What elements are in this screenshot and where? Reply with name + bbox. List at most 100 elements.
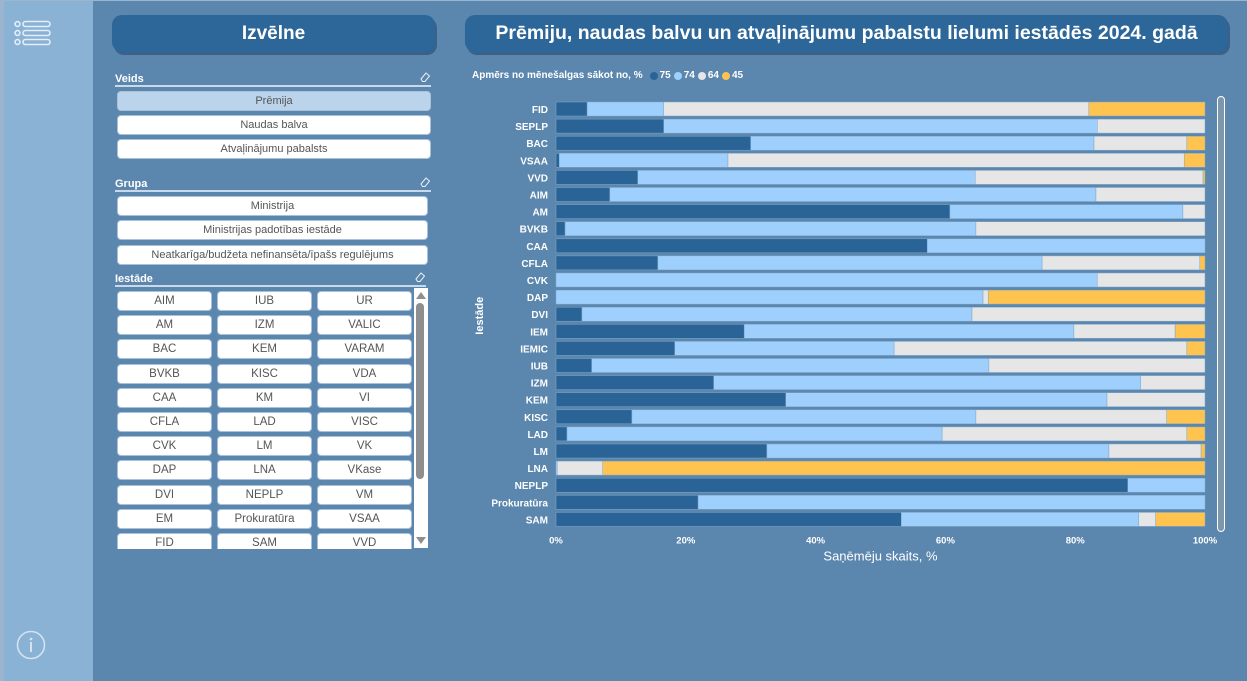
grupa-option-neatkariga[interactable]: Neatkarīga/budžeta nefinansēta/īpašs reg… <box>117 245 428 265</box>
iestade-option[interactable]: SAM <box>217 533 312 549</box>
grupa-option-padotibas-iestade[interactable]: Ministrijas padotības iestāde <box>117 220 428 240</box>
bar-segment-75[interactable] <box>555 375 714 390</box>
bar-segment-45[interactable] <box>1186 426 1206 442</box>
iestade-option[interactable]: VALIC <box>317 315 412 336</box>
iestade-option[interactable]: CVK <box>117 436 212 457</box>
bar-segment-75[interactable] <box>555 118 664 134</box>
bar-segment-64[interactable] <box>1097 272 1206 288</box>
bar-segment-74[interactable] <box>766 443 1110 459</box>
bar-segment-74[interactable] <box>713 375 1141 390</box>
grupa-option-ministrija[interactable]: Ministrija <box>117 196 428 216</box>
bar-segment-64[interactable] <box>975 170 1204 185</box>
bar-segment-74[interactable] <box>926 238 1206 254</box>
bar-segment-74[interactable] <box>697 495 1206 510</box>
bar-segment-74[interactable] <box>1127 477 1206 493</box>
bar-segment-64[interactable] <box>557 460 603 476</box>
bar-segment-74[interactable] <box>637 170 976 185</box>
eraser-icon[interactable] <box>414 271 426 283</box>
bar-segment-75[interactable] <box>555 392 786 407</box>
bar-segment-45[interactable] <box>1186 135 1206 151</box>
bar-segment-75[interactable] <box>555 153 560 168</box>
iestade-option[interactable]: VDA <box>317 363 412 384</box>
bar-segment-45[interactable] <box>1088 101 1206 117</box>
bar-segment-45[interactable] <box>1199 255 1206 271</box>
bar-segment-75[interactable] <box>555 341 676 356</box>
iestade-option[interactable]: FID <box>117 533 212 549</box>
bar-segment-74[interactable] <box>581 306 973 322</box>
iestade-option[interactable]: AIM <box>117 291 212 311</box>
bar-segment-45[interactable] <box>1155 512 1206 527</box>
iestade-option[interactable]: VI <box>317 387 412 408</box>
iestade-option[interactable]: KISC <box>217 363 312 384</box>
bar-segment-64[interactable] <box>975 409 1167 425</box>
menu-list-icon[interactable] <box>14 20 52 46</box>
bar-segment-64[interactable] <box>1138 512 1156 527</box>
scroll-up-arrow-icon[interactable] <box>416 292 426 299</box>
iestade-option[interactable]: BAC <box>117 339 212 360</box>
bar-segment-64[interactable] <box>1073 324 1176 339</box>
veids-option-premija[interactable]: Prēmija <box>117 91 431 111</box>
bar-segment-45[interactable] <box>1174 324 1206 339</box>
bar-segment-64[interactable] <box>941 426 1188 442</box>
bar-segment-75[interactable] <box>555 255 659 271</box>
bar-segment-45[interactable] <box>1200 443 1206 459</box>
bar-segment-45[interactable] <box>987 289 1206 305</box>
bar-segment-75[interactable] <box>555 443 768 459</box>
bar-segment-64[interactable] <box>1093 135 1188 151</box>
bar-segment-75[interactable] <box>555 135 751 151</box>
iestade-option[interactable]: BVKB <box>117 363 212 384</box>
bar-segment-64[interactable] <box>1095 187 1206 202</box>
bar-segment-74[interactable] <box>558 153 729 168</box>
iestade-option[interactable]: UR <box>317 291 412 311</box>
bar-segment-64[interactable] <box>1182 204 1206 219</box>
iestade-option[interactable]: IZM <box>217 315 312 336</box>
bar-segment-74[interactable] <box>674 341 895 356</box>
bar-segment-75[interactable] <box>555 170 639 185</box>
bar-segment-64[interactable] <box>1041 255 1201 271</box>
bar-segment-74[interactable] <box>750 135 1095 151</box>
bar-segment-75[interactable] <box>555 101 588 117</box>
iestade-option[interactable]: CFLA <box>117 412 212 432</box>
legend-item[interactable]: 45 <box>722 70 743 81</box>
bar-segment-75[interactable] <box>555 358 592 373</box>
legend-item[interactable]: 75 <box>649 70 671 81</box>
bar-segment-74[interactable] <box>591 358 990 373</box>
veids-option-naudas-balva[interactable]: Naudas balva <box>117 115 431 135</box>
bar-segment-74[interactable] <box>785 392 1108 407</box>
bar-segment-74[interactable] <box>949 204 1184 219</box>
info-icon[interactable] <box>16 630 46 660</box>
bar-segment-64[interactable] <box>988 358 1206 373</box>
eraser-icon[interactable] <box>419 71 431 83</box>
iestade-option[interactable]: LNA <box>217 460 312 481</box>
bar-segment-45[interactable] <box>1186 341 1206 356</box>
iestade-option[interactable]: EM <box>117 508 212 529</box>
iestade-option[interactable]: VISC <box>317 412 412 432</box>
bar-segment-45[interactable] <box>1166 409 1206 425</box>
legend-item[interactable]: 74 <box>673 70 695 81</box>
iestade-option[interactable]: VSAA <box>317 508 412 529</box>
bar-segment-64[interactable] <box>1106 392 1206 407</box>
scroll-down-arrow-icon[interactable] <box>416 537 426 544</box>
bar-segment-75[interactable] <box>555 238 928 254</box>
bar-segment-75[interactable] <box>555 187 611 202</box>
iestade-option[interactable]: VKase <box>317 460 412 481</box>
iestade-option[interactable]: NEPLP <box>217 484 312 505</box>
bar-segment-75[interactable] <box>555 409 633 425</box>
bar-segment-75[interactable] <box>555 324 745 339</box>
scrollbar-thumb[interactable] <box>416 303 424 479</box>
bar-segment-64[interactable] <box>893 341 1188 356</box>
iestade-option[interactable]: KM <box>217 387 312 408</box>
iestade-option[interactable]: VVD <box>317 533 412 549</box>
bar-segment-75[interactable] <box>555 426 568 442</box>
bar-segment-64[interactable] <box>1108 443 1202 459</box>
iestade-option[interactable]: LAD <box>217 412 312 432</box>
bar-segment-74[interactable] <box>663 118 1098 134</box>
bar-segment-64[interactable] <box>1140 375 1206 390</box>
iestade-scrollbar[interactable] <box>414 288 428 548</box>
bar-segment-75[interactable] <box>555 204 951 219</box>
bar-segment-74[interactable] <box>657 255 1043 271</box>
iestade-option[interactable]: KEM <box>217 339 312 360</box>
bar-segment-64[interactable] <box>663 101 1090 117</box>
bar-segment-75[interactable] <box>555 477 1129 493</box>
bar-segment-75[interactable] <box>555 221 566 236</box>
